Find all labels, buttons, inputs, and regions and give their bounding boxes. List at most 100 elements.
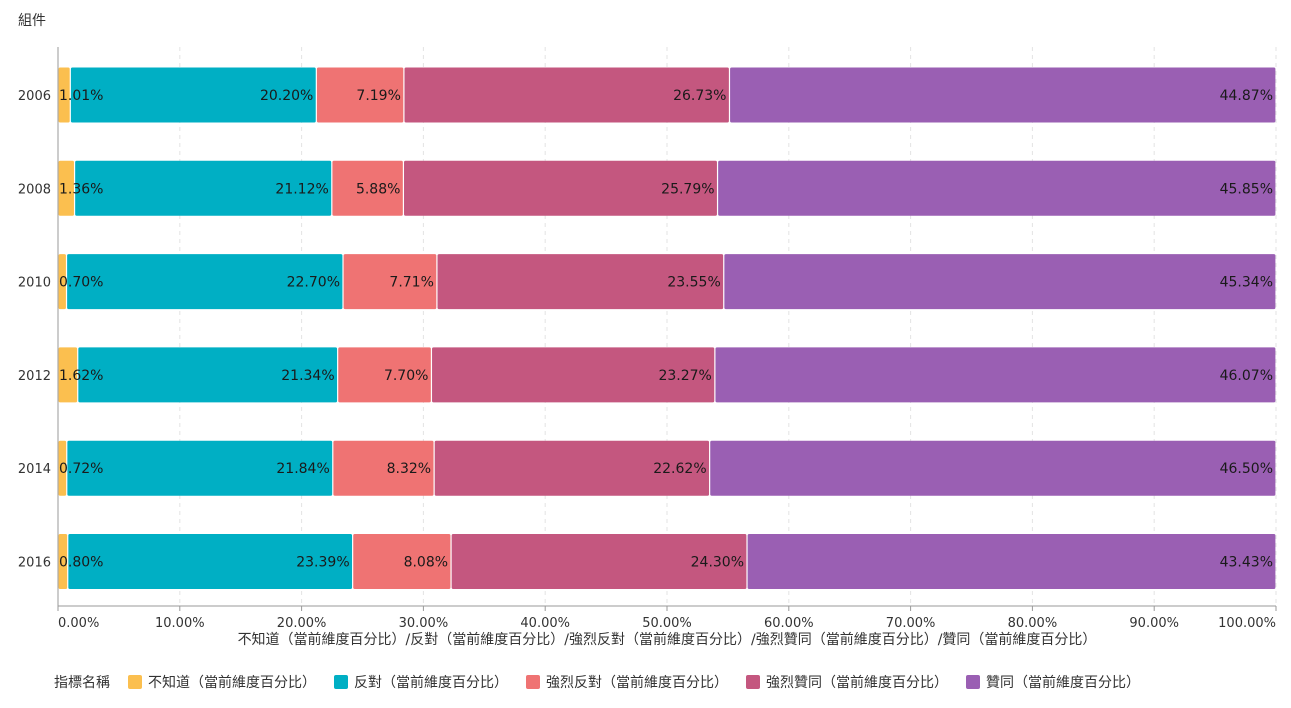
bar-segment	[451, 534, 747, 589]
x-tick-label: 70.00%	[886, 616, 936, 631]
legend-item-strongly-agree[interactable]: 強烈贊同（當前維度百分比）	[746, 672, 948, 692]
x-tick-label: 10.00%	[155, 616, 205, 631]
legend-swatch	[334, 675, 348, 689]
bar-segment	[715, 347, 1276, 403]
data-label: 8.32%	[387, 461, 431, 477]
bars	[58, 67, 1276, 589]
data-label: 43.43%	[1220, 555, 1273, 571]
x-axis: 0.00% 10.00% 20.00% 30.00% 40.00% 50.00% 60.00…	[57, 605, 1277, 631]
bar-segment	[710, 440, 1276, 496]
y-tick-label: 2014	[18, 462, 51, 477]
x-axis-title: 不知道（當前維度百分比）/反對（當前維度百分比）/強烈反對（當前維度百分比）/強…	[237, 632, 1097, 648]
legend-label: 不知道（當前維度百分比）	[148, 675, 316, 691]
bar-segment	[353, 534, 451, 589]
data-label: 45.34%	[1220, 275, 1273, 291]
bar-segment	[75, 160, 332, 216]
data-label: 20.20%	[260, 88, 313, 104]
legend: 指標名稱 不知道（當前維度百分比） 反對（當前維度百分比） 強烈反對（當前維度百…	[54, 671, 1158, 693]
legend-label: 強烈反對（當前維度百分比）	[546, 675, 728, 691]
data-label: 7.19%	[356, 88, 400, 104]
bar-segment	[333, 440, 434, 496]
x-tick-label: 90.00%	[1129, 616, 1179, 631]
widget-title: 組件	[18, 13, 46, 29]
legend-swatch	[746, 675, 760, 689]
legend-item-oppose[interactable]: 反對（當前維度百分比）	[334, 672, 508, 692]
x-tick-label: 40.00%	[520, 616, 570, 631]
bar-segment	[58, 254, 66, 310]
bar-segment	[332, 160, 403, 216]
legend-swatch	[128, 675, 142, 689]
data-label: 21.84%	[276, 461, 329, 477]
data-label: 23.55%	[667, 275, 720, 291]
x-tick-label: 30.00%	[399, 616, 449, 631]
x-tick-label: 20.00%	[277, 616, 327, 631]
bar-segment	[437, 254, 724, 310]
bar-segment	[404, 160, 717, 216]
bar-segment	[718, 160, 1276, 216]
data-label: 23.39%	[296, 555, 349, 571]
data-label: 25.79%	[661, 181, 714, 197]
legend-swatch	[966, 675, 980, 689]
x-tick-label: 50.00%	[642, 616, 692, 631]
bar-segment	[316, 67, 404, 123]
legend-item-strongly-oppose[interactable]: 強烈反對（當前維度百分比）	[526, 672, 728, 692]
legend-swatch	[526, 675, 540, 689]
data-label: 24.30%	[691, 555, 744, 571]
legend-item-dont-know[interactable]: 不知道（當前維度百分比）	[128, 672, 316, 692]
bar-segment	[68, 534, 353, 589]
bar-segment	[724, 254, 1276, 310]
legend-label: 反對（當前維度百分比）	[354, 675, 508, 691]
bar-segment	[404, 67, 729, 123]
data-label: 0.70%	[59, 275, 103, 291]
legend-item-agree[interactable]: 贊同（當前維度百分比）	[966, 672, 1140, 692]
bar-segment	[58, 347, 78, 403]
data-label: 8.08%	[404, 555, 448, 571]
data-labels: 1.01% 20.20% 7.19% 26.73% 44.87% 1.36% 21.12% 5…	[59, 88, 1273, 571]
y-axis: 2006 2008 2010 2012 2014 2016	[18, 47, 59, 606]
data-label: 1.62%	[59, 368, 103, 384]
x-tick-label: 80.00%	[1008, 616, 1058, 631]
bar-segment	[338, 347, 431, 403]
bar-segment	[58, 67, 70, 123]
legend-title: 指標名稱	[54, 675, 110, 691]
data-label: 7.71%	[389, 275, 433, 291]
bar-segment	[67, 440, 333, 496]
y-tick-label: 2010	[18, 276, 51, 291]
y-tick-label: 2012	[18, 369, 51, 384]
legend-label: 贊同（當前維度百分比）	[986, 675, 1140, 691]
bar-segment	[343, 254, 437, 310]
y-tick-label: 2016	[18, 556, 51, 571]
y-tick-label: 2006	[18, 89, 51, 104]
data-label: 1.01%	[59, 88, 103, 104]
bar-segment	[434, 440, 710, 496]
data-label: 0.72%	[59, 461, 103, 477]
legend-label: 強烈贊同（當前維度百分比）	[766, 675, 948, 691]
data-label: 22.70%	[287, 275, 340, 291]
x-tick-label: 60.00%	[764, 616, 814, 631]
data-label: 44.87%	[1220, 88, 1273, 104]
data-label: 46.07%	[1220, 368, 1273, 384]
data-label: 7.70%	[384, 368, 428, 384]
data-label: 1.36%	[59, 181, 103, 197]
bar-segment	[730, 67, 1276, 123]
bar-segment	[747, 534, 1276, 589]
data-label: 21.34%	[281, 368, 334, 384]
data-label: 22.62%	[653, 461, 706, 477]
data-label: 21.12%	[275, 181, 328, 197]
data-label: 45.85%	[1220, 181, 1273, 197]
bar-segment	[70, 67, 316, 123]
bar-segment	[58, 160, 74, 216]
bar-segment	[67, 254, 343, 310]
bar-segment	[78, 347, 338, 403]
grid-lines	[179, 47, 1277, 606]
x-tick-label: 100.00%	[1218, 616, 1276, 631]
data-label: 0.80%	[59, 555, 103, 571]
y-tick-label: 2008	[18, 182, 51, 197]
data-label: 23.27%	[658, 368, 711, 384]
bar-segment	[58, 440, 67, 496]
data-label: 26.73%	[673, 88, 726, 104]
bar-segment	[58, 534, 68, 589]
x-tick-label: 0.00%	[58, 616, 99, 631]
data-label: 46.50%	[1220, 461, 1273, 477]
